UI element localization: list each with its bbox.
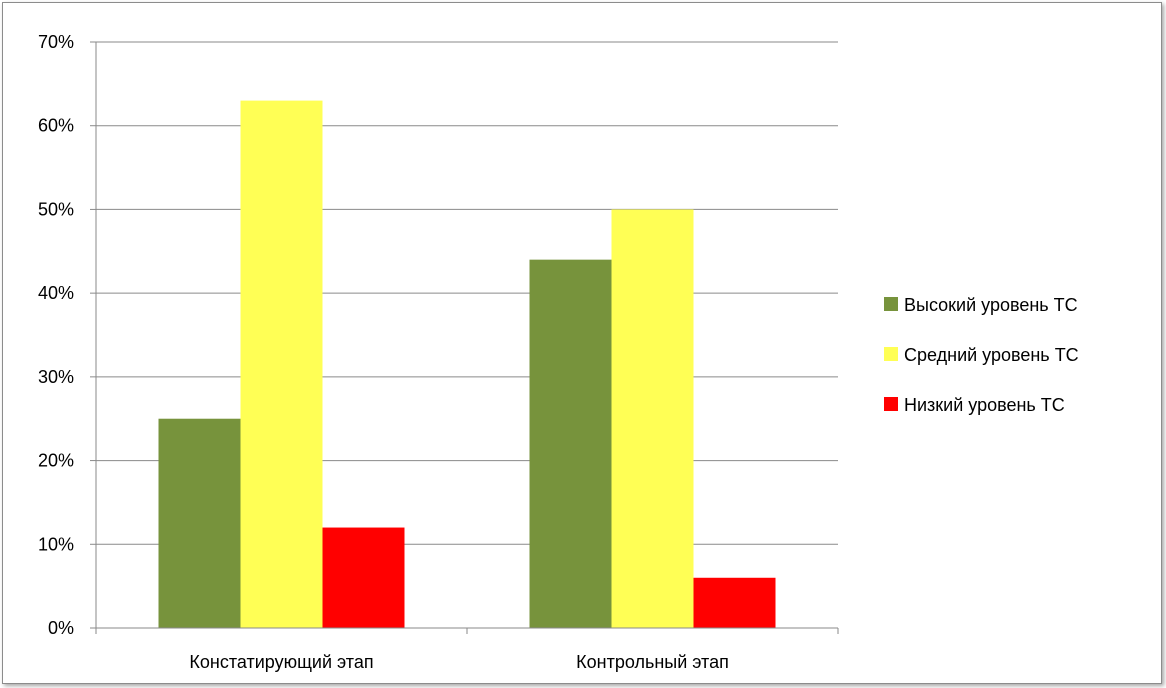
legend-label: Высокий уровень ТС: [904, 295, 1078, 315]
y-axis-ticks: 0% 10% 20% 30% 40% 50% 60% 70%: [38, 32, 96, 638]
legend-swatch: [884, 397, 898, 411]
bar: [611, 209, 694, 628]
y-tick-label: 30%: [38, 367, 74, 387]
legend: Высокий уровень ТС Средний уровень ТС Низк…: [884, 295, 1079, 415]
y-tick-label: 10%: [38, 534, 74, 554]
axes: [95, 42, 839, 634]
legend-label: Средний уровень ТС: [904, 345, 1079, 365]
bar: [693, 577, 776, 628]
y-tick-label: 20%: [38, 451, 74, 471]
legend-swatch: [884, 297, 898, 311]
bar: [529, 259, 612, 628]
legend-label: Низкий уровень ТС: [904, 395, 1065, 415]
y-tick-label: 0%: [48, 618, 74, 638]
x-tick-label: Контрольный этап: [576, 652, 729, 672]
bar: [158, 418, 241, 628]
y-tick-label: 70%: [38, 32, 74, 52]
bar: [322, 527, 405, 628]
y-tick-label: 50%: [38, 199, 74, 219]
legend-swatch: [884, 347, 898, 361]
x-axis-labels: Констатирующий этап Контрольный этап: [189, 652, 728, 672]
bar: [240, 100, 323, 629]
bars: [158, 100, 776, 629]
x-tick-label: Констатирующий этап: [189, 652, 373, 672]
y-tick-label: 40%: [38, 283, 74, 303]
y-tick-label: 60%: [38, 116, 74, 136]
